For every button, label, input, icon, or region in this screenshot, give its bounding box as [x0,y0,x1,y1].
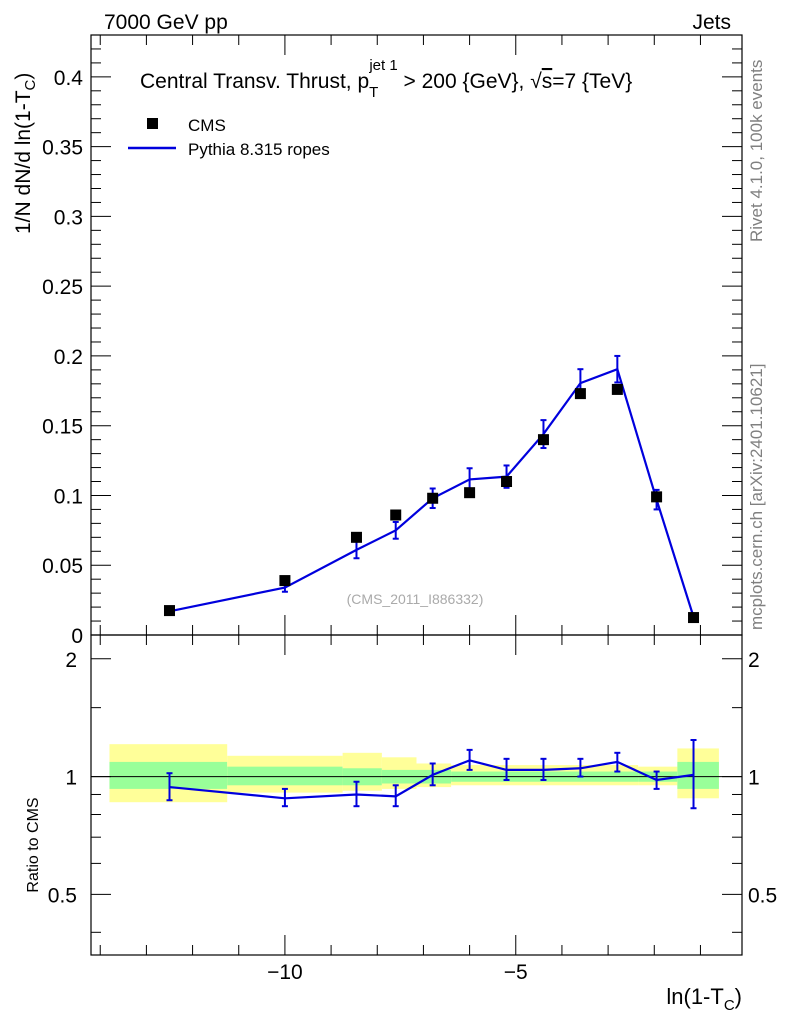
band-inner-0 [109,761,228,789]
cms-data-point [350,531,362,543]
ratio-ytick-label-right: 1 [748,767,760,790]
header-energy-label: 7000 GeV pp [104,11,228,34]
plot-title: Central Transv. Thrust, pTjet 1 > 200 {G… [140,57,632,101]
cms-data-point [574,388,586,400]
ratio-ytick-label-right: 0.5 [748,884,777,907]
ratio-ytick-label-left: 0.5 [48,884,77,907]
main-ytick-label: 0 [71,625,83,648]
ratio-uncertainty-bands [109,744,719,803]
main-ytick-label: 0.15 [42,416,83,439]
legend-cms-marker [147,118,158,129]
x-axis-label: ln(1-TC) [666,984,742,1014]
mcplots-label: mcplots.cern.ch [arXiv:2401.10621] [747,364,766,630]
rivet-version-label: Rivet 4.1.0, 100k events [747,60,766,242]
cms-data-point [163,605,175,617]
cms-data-point [688,612,700,624]
pythia-line [169,367,695,618]
cms-data-point [501,476,513,488]
ratio-ytick-label-right: 2 [748,649,760,672]
main-ytick-label: 0.35 [42,137,83,160]
ratio-ytick-label-left: 2 [65,649,77,672]
xtick-label: −5 [504,961,528,984]
main-ytick-label: 0.25 [42,276,83,299]
ratio-ytick-label-left: 1 [65,767,77,790]
cms-data-point [611,383,623,395]
header-jets-label: Jets [692,11,731,34]
band-inner-1 [227,766,343,786]
main-ytick-label: 0.05 [42,555,83,578]
main-y-axis-label: 1/N dN/d ln(1-TC) [12,73,39,234]
main-ytick-label: 0.3 [54,206,83,229]
cms-data-point [651,491,663,503]
cms-data-point [427,492,439,504]
analysis-watermark: (CMS_2011_I886332) [347,591,484,607]
main-ytick-label: 0.2 [54,346,83,369]
ratio-y-axis-label: Ratio to CMS [25,797,42,892]
main-series [163,354,700,624]
legend-cms-label: CMS [188,116,226,135]
cms-data-point [390,509,402,521]
cms-data-point [279,575,291,587]
cms-data-point [537,434,549,446]
cms-data-point [464,487,476,499]
ratio-series [91,739,742,810]
main-ytick-label: 0.1 [54,485,83,508]
main-axis-ticks: 0 0.05 0.1 0.15 0.2 0.25 0.3 0.35 0.4 [42,35,742,655]
ratio-panel-frame [90,634,743,956]
xtick-label: −10 [267,961,303,984]
main-ytick-label: 0.4 [54,67,84,90]
legend-pythia-label: Pythia 8.315 ropes [188,140,330,159]
ratio-line [169,759,694,800]
ratio-axis-ticks: −10 −5 0.5 0.5 1 1 2 2 [48,649,777,984]
